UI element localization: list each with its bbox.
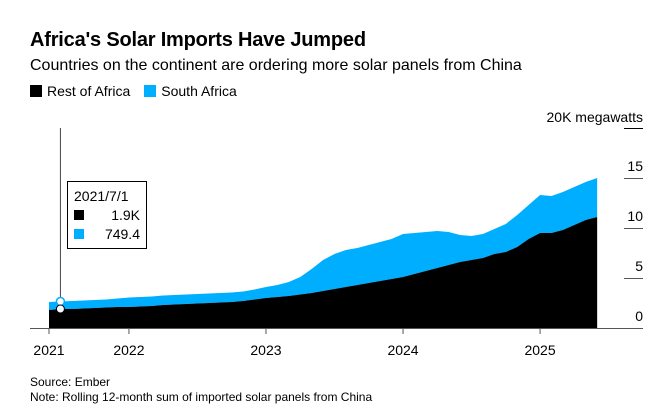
tooltip-date: 2021/7/1 — [74, 187, 129, 204]
x-tick-label: 2021 — [33, 342, 64, 358]
x-tick-label: 2024 — [387, 342, 418, 358]
legend-item-rest-of-africa: Rest of Africa — [30, 83, 130, 99]
legend-swatch-rest-of-africa — [30, 85, 42, 97]
tooltip-row-sa: 749.4 — [74, 224, 140, 243]
legend-label-rest-of-africa: Rest of Africa — [47, 83, 131, 99]
crosshair-dot-south-africa — [55, 296, 66, 307]
tooltip-swatch-rest — [74, 209, 84, 220]
legend-label-south-africa: South Africa — [161, 83, 237, 99]
tooltip-value-sa: 749.4 — [104, 225, 140, 242]
y-tick-label: 0 — [635, 308, 643, 324]
tooltip-swatch-sa — [74, 228, 84, 239]
legend-swatch-south-africa — [144, 85, 157, 97]
tooltip-value-rest: 1.9K — [111, 206, 140, 223]
x-tick-label: 2023 — [250, 342, 281, 358]
y-tick-label: 15 — [627, 158, 643, 174]
tooltip: 2021/7/1 1.9K 749.4 — [67, 181, 147, 249]
crosshair-dot-rest-of-africa — [55, 304, 65, 314]
x-tick-label: 2022 — [113, 342, 144, 358]
note-text: Note: Rolling 12-month sum of imported s… — [30, 390, 373, 404]
y-unit-label: 20K megawatts — [547, 109, 644, 125]
x-tick-label: 2025 — [524, 342, 555, 358]
legend: Rest of Africa South Africa — [30, 83, 237, 99]
legend-item-south-africa: South Africa — [144, 83, 237, 99]
area-rest-of-africa — [49, 217, 598, 328]
tooltip-row-rest: 1.9K — [74, 205, 140, 224]
y-tick-label: 10 — [627, 208, 643, 224]
source-text: Source: Ember — [30, 375, 111, 389]
chart-subtitle: Countries on the continent are ordering … — [30, 57, 522, 74]
area-south-africa — [49, 178, 598, 310]
chart-title: Africa's Solar Imports Have Jumped — [30, 29, 366, 51]
y-tick-label: 5 — [635, 258, 643, 274]
